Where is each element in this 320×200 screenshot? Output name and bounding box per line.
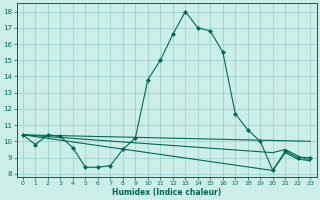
- X-axis label: Humidex (Indice chaleur): Humidex (Indice chaleur): [112, 188, 221, 197]
